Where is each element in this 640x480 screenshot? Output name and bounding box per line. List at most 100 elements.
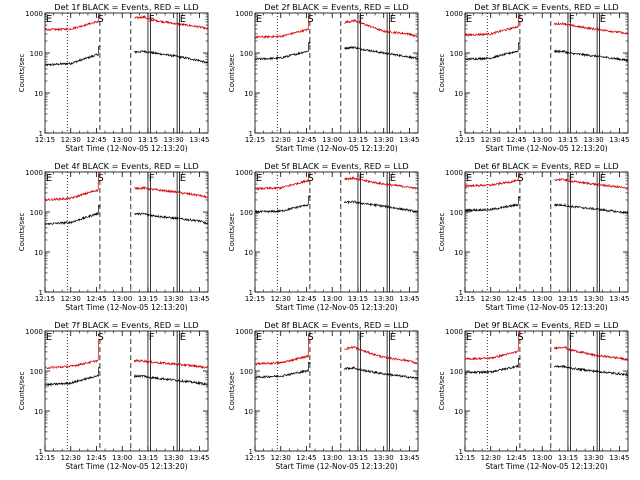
y-axis-label: Counts/sec <box>438 54 446 93</box>
x-axis-label: Start Time (12-Nov-05 12:13:20) <box>485 144 607 153</box>
x-tick-label: 13:30 <box>164 454 184 462</box>
detector-panel-6: Det 6f BLACK = Events, RED = LLD 1 10 100 10… <box>438 161 630 312</box>
axes-frame <box>44 330 209 452</box>
x-tick-label: 12:30 <box>61 295 81 303</box>
x-tick-label: 13:00 <box>532 295 552 303</box>
marker-label: S <box>97 173 103 184</box>
detector-panel-8: Det 8f BLACK = Events, RED = LLD 1 10 100 10… <box>228 320 420 471</box>
y-tick-label: 10 <box>34 408 43 416</box>
x-tick-label: 13:30 <box>374 136 394 144</box>
y-tick-label: 10 <box>34 249 43 257</box>
x-tick-label: 13:45 <box>609 454 629 462</box>
x-tick-label: 13:15 <box>138 454 158 462</box>
y-tick-label: 1000 <box>235 328 253 336</box>
marker-label: E <box>256 14 262 25</box>
lld-series-line <box>465 13 628 37</box>
marker-label: S <box>307 332 313 343</box>
axes-frame <box>254 330 419 452</box>
y-tick-label: 100 <box>30 50 43 58</box>
marker-label: S <box>517 332 523 343</box>
x-tick-label: 12:30 <box>61 454 81 462</box>
events-series-line <box>255 361 418 380</box>
x-tick-label: 12:15 <box>35 295 55 303</box>
axes-frame <box>254 171 419 293</box>
y-tick-label: 10 <box>244 249 253 257</box>
x-tick-label: 13:00 <box>322 136 342 144</box>
marker-label: E <box>466 332 472 343</box>
x-tick-label: 13:45 <box>399 454 419 462</box>
x-axis-label: Start Time (12-Nov-05 12:13:20) <box>65 303 187 312</box>
events-series-line <box>45 366 208 387</box>
marker-label: E <box>46 14 52 25</box>
marker-label: F <box>569 332 575 343</box>
x-tick-label: 13:15 <box>348 454 368 462</box>
marker-label: E <box>180 332 186 343</box>
x-tick-label: 13:45 <box>189 136 209 144</box>
marker-label: F <box>149 173 155 184</box>
lld-series-line <box>255 13 418 39</box>
y-tick-label: 1 <box>249 130 253 138</box>
x-tick-label: 12:15 <box>245 295 265 303</box>
x-tick-label: 12:30 <box>481 136 501 144</box>
y-tick-label: 1 <box>459 289 463 297</box>
lld-series-line <box>255 334 418 366</box>
x-tick-label: 12:45 <box>86 454 106 462</box>
x-tick-label: 12:45 <box>296 136 316 144</box>
x-tick-label: 12:45 <box>506 454 526 462</box>
x-tick-label: 13:30 <box>584 295 604 303</box>
x-tick-label: 13:15 <box>138 295 158 303</box>
axes-frame <box>464 330 629 452</box>
marker-label: E <box>256 173 262 184</box>
marker-label: S <box>307 14 313 25</box>
x-tick-label: 13:00 <box>322 454 342 462</box>
marker-label: E <box>180 173 186 184</box>
x-axis-label: Start Time (12-Nov-05 12:13:20) <box>275 303 397 312</box>
panel-title: Det 1f BLACK = Events, RED = LLD <box>54 2 198 12</box>
marker-label: E <box>466 14 472 25</box>
y-axis-label: Counts/sec <box>18 54 26 93</box>
detector-panel-7: Det 7f BLACK = Events, RED = LLD 1 10 100 10… <box>18 320 210 471</box>
x-tick-label: 13:00 <box>112 136 132 144</box>
x-tick-label: 12:45 <box>506 295 526 303</box>
y-tick-label: 1 <box>249 289 253 297</box>
x-tick-label: 12:30 <box>61 136 81 144</box>
x-tick-label: 13:00 <box>322 295 342 303</box>
y-tick-label: 1 <box>39 289 43 297</box>
marker-label: S <box>517 14 523 25</box>
x-tick-label: 12:15 <box>455 136 475 144</box>
marker-label: E <box>600 14 606 25</box>
marker-label: F <box>569 14 575 25</box>
events-series-line <box>465 42 628 62</box>
y-axis-label: Counts/sec <box>438 213 446 252</box>
y-tick-label: 10 <box>34 90 43 98</box>
y-axis-label: Counts/sec <box>438 372 446 411</box>
y-tick-label: 10 <box>454 90 463 98</box>
y-tick-label: 1000 <box>445 169 463 177</box>
lld-series-line <box>45 339 208 370</box>
x-tick-label: 13:15 <box>348 295 368 303</box>
y-tick-label: 10 <box>244 408 253 416</box>
x-tick-label: 12:15 <box>455 454 475 462</box>
x-tick-label: 13:00 <box>112 295 132 303</box>
x-tick-label: 12:30 <box>271 136 291 144</box>
y-axis-label: Counts/sec <box>18 372 26 411</box>
y-tick-label: 1000 <box>445 10 463 18</box>
x-tick-label: 13:45 <box>609 136 629 144</box>
events-series-line <box>465 196 628 215</box>
y-tick-label: 1000 <box>235 169 253 177</box>
x-tick-label: 13:15 <box>558 136 578 144</box>
marker-label: F <box>359 173 365 184</box>
y-tick-label: 1 <box>249 448 253 456</box>
marker-label: S <box>97 14 103 25</box>
lld-series-line <box>45 13 208 32</box>
marker-label: S <box>517 173 523 184</box>
x-tick-label: 13:15 <box>348 136 368 144</box>
x-tick-label: 13:00 <box>532 136 552 144</box>
y-tick-label: 100 <box>240 368 253 376</box>
x-tick-label: 13:30 <box>374 295 394 303</box>
panel-title: Det 9f BLACK = Events, RED = LLD <box>474 320 618 330</box>
x-tick-label: 13:30 <box>584 136 604 144</box>
panel-title: Det 8f BLACK = Events, RED = LLD <box>264 320 408 330</box>
x-tick-label: 12:15 <box>245 454 265 462</box>
x-tick-label: 12:30 <box>481 295 501 303</box>
